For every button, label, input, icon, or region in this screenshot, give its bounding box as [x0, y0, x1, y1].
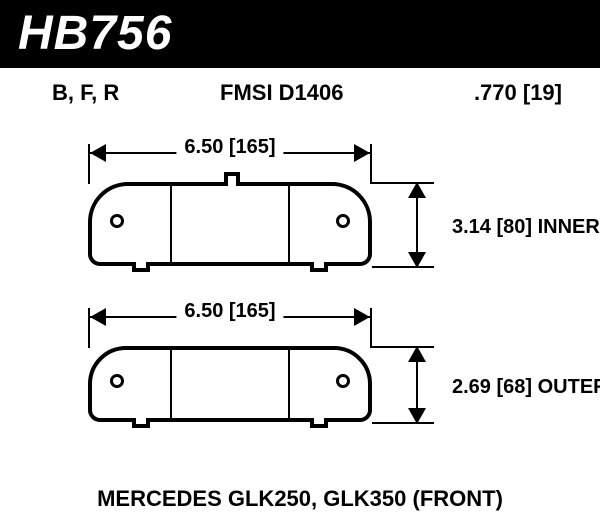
outer-pad [88, 346, 372, 422]
spec-compounds: B, F, R [52, 80, 119, 106]
inner-height-dimension [402, 182, 432, 268]
spec-fmsi: FMSI D1406 [220, 80, 344, 106]
spec-thickness: .770 [19] [474, 80, 562, 106]
outer-height-dimension [402, 346, 432, 424]
footer-application: MERCEDES GLK250, GLK350 (FRONT) [0, 486, 600, 512]
outer-width-label: 6.50 [165] [176, 300, 283, 323]
inner-height-label: 3.14 [80] INNER [452, 216, 600, 239]
inner-width-label: 6.50 [165] [176, 136, 283, 159]
outer-width-dimension: 6.50 [165] [90, 302, 370, 332]
diagram-area: 6.50 [165] 3.14 [80] INNER 6.50 [165] [0, 120, 600, 480]
header-bar: HB756 [0, 0, 600, 68]
inner-width-dimension: 6.50 [165] [90, 138, 370, 168]
part-number: HB756 [18, 6, 172, 61]
outer-height-label: 2.69 [68] OUTER [452, 376, 600, 399]
inner-pad [88, 182, 372, 266]
